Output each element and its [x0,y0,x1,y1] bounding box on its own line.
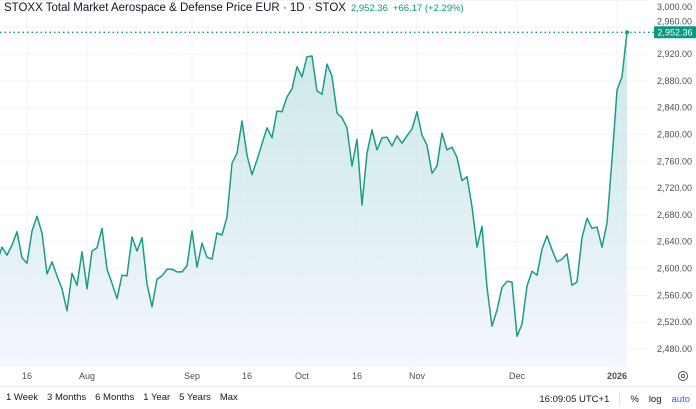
settings-gear-icon[interactable] [678,371,688,381]
range-selector: 1 Week 3 Months 6 Months 1 Year 5 Years … [6,392,238,403]
y-tick-label: 2,520.00 [657,317,692,327]
range-1-week[interactable]: 1 Week [6,392,39,403]
auto-scale-toggle[interactable]: auto [671,393,691,405]
x-tick-label: Aug [79,371,95,381]
price-chart[interactable]: 3,000.00 2,960.00 2,920.00 2,880.00 2,840.00… [0,0,696,386]
y-tick-label: 2,800.00 [657,129,692,139]
range-6-months[interactable]: 6 Months [95,392,135,403]
y-tick-label: 2,560.00 [657,290,692,300]
x-tick-label: Sep [184,371,200,381]
x-tick-label: Oct [295,371,310,381]
y-tick-label: 2,680.00 [657,210,692,220]
range-max[interactable]: Max [219,392,238,403]
y-tick-label: 3,000.00 [657,2,692,12]
range-5-years[interactable]: 5 Years [179,392,211,403]
x-tick-label: 16 [242,371,252,381]
y-tick-label: 2,840.00 [657,103,692,113]
price-change: +66.17 (+2.29%) [392,3,464,14]
y-tick-label: 2,920.00 [657,49,692,59]
series-area-fill [0,32,627,367]
x-tick-label: 16 [352,371,362,381]
clock-time: 16:09:05 UTC+1 [539,393,610,405]
last-price-label-text: 2,952.36 [657,27,692,37]
x-tick-label: 2026 [607,371,627,381]
last-price: 2,952.36 [350,3,388,14]
y-tick-label: 2,480.00 [657,344,692,354]
y-tick-label: 2,760.00 [657,156,692,166]
y-tick-label: 2,640.00 [657,237,692,247]
last-price-label: 2,952.36 [654,26,696,39]
chart-header: STOXX Total Market Aerospace & Defense P… [4,2,464,14]
log-scale-toggle[interactable]: log [648,393,662,405]
divider [619,392,621,406]
symbol-title: STOXX Total Market Aerospace & Defense P… [4,2,346,14]
percent-scale-toggle[interactable]: % [630,393,639,405]
series-line [0,32,628,338]
x-tick-label: Dec [509,371,526,381]
y-tick-label: 2,960.00 [657,16,692,26]
range-3-months[interactable]: 3 Months [47,392,87,403]
y-tick-label: 2,880.00 [657,76,692,86]
x-tick-label: Nov [409,371,426,381]
range-1-year[interactable]: 1 Year [143,392,171,403]
x-tick-label: 16 [22,371,32,381]
y-tick-label: 2,600.00 [657,264,692,274]
bottom-toolbar: 1 Week 3 Months 6 Months 1 Year 5 Years … [0,386,696,409]
y-tick-label: 2,720.00 [657,183,692,193]
